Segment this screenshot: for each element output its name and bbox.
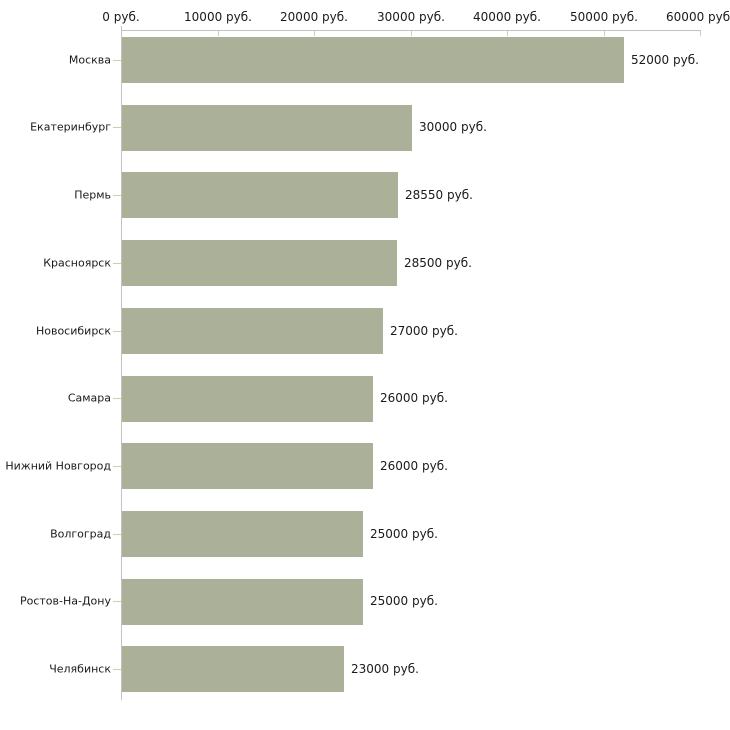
category-tick-mark [113, 601, 121, 602]
bar [122, 105, 412, 151]
category-label: Волгоград [50, 527, 111, 541]
bar [122, 172, 398, 218]
x-axis-tick-label: 0 руб. [102, 10, 140, 24]
value-label: 30000 руб. [419, 120, 487, 134]
x-axis-tick-mark [218, 31, 219, 36]
category-tick-mark [113, 466, 121, 467]
category-label: Москва [68, 53, 111, 67]
bar [122, 579, 363, 625]
x-axis-tick-label: 60000 руб. [666, 10, 730, 24]
x-axis-tick-label: 10000 руб. [184, 10, 252, 24]
x-axis-tick-mark [507, 31, 508, 36]
category-label: Самара [67, 391, 111, 405]
x-axis-tick-mark [604, 31, 605, 36]
bar [122, 240, 397, 286]
category-tick-mark [113, 398, 121, 399]
x-axis-tick-mark [411, 31, 412, 36]
category-label: Красноярск [43, 256, 111, 270]
category-tick-mark [113, 534, 121, 535]
bar [122, 308, 383, 354]
category-tick-mark [113, 60, 121, 61]
category-label: Новосибирск [35, 324, 111, 338]
value-label: 25000 руб. [370, 527, 438, 541]
category-label: Челябинск [49, 662, 111, 676]
category-tick-mark [113, 331, 121, 332]
value-label: 25000 руб. [370, 594, 438, 608]
category-label: Пермь [74, 188, 111, 202]
category-tick-mark [113, 669, 121, 670]
bar [122, 646, 344, 692]
category-label: Екатеринбург [30, 120, 111, 134]
category-tick-mark [113, 263, 121, 264]
category-tick-mark [113, 127, 121, 128]
x-axis-tick-mark [314, 31, 315, 36]
bar [122, 37, 624, 83]
bar [122, 443, 373, 489]
category-tick-mark [113, 195, 121, 196]
value-label: 26000 руб. [380, 459, 448, 473]
x-axis-tick-label: 40000 руб. [473, 10, 541, 24]
y-axis-line [121, 26, 122, 700]
x-axis-line [121, 30, 701, 31]
x-axis-tick-label: 20000 руб. [280, 10, 348, 24]
value-label: 52000 руб. [631, 53, 699, 67]
x-axis-tick-label: 50000 руб. [570, 10, 638, 24]
value-label: 23000 руб. [351, 662, 419, 676]
value-label: 28550 руб. [405, 188, 473, 202]
category-label: Нижний Новгород [5, 459, 111, 473]
bar [122, 376, 373, 422]
x-axis-tick-label: 30000 руб. [377, 10, 445, 24]
x-axis-tick-mark [700, 31, 701, 36]
value-label: 28500 руб. [404, 256, 472, 270]
value-label: 26000 руб. [380, 391, 448, 405]
value-label: 27000 руб. [390, 324, 458, 338]
bar [122, 511, 363, 557]
category-label: Ростов-На-Дону [19, 594, 111, 608]
